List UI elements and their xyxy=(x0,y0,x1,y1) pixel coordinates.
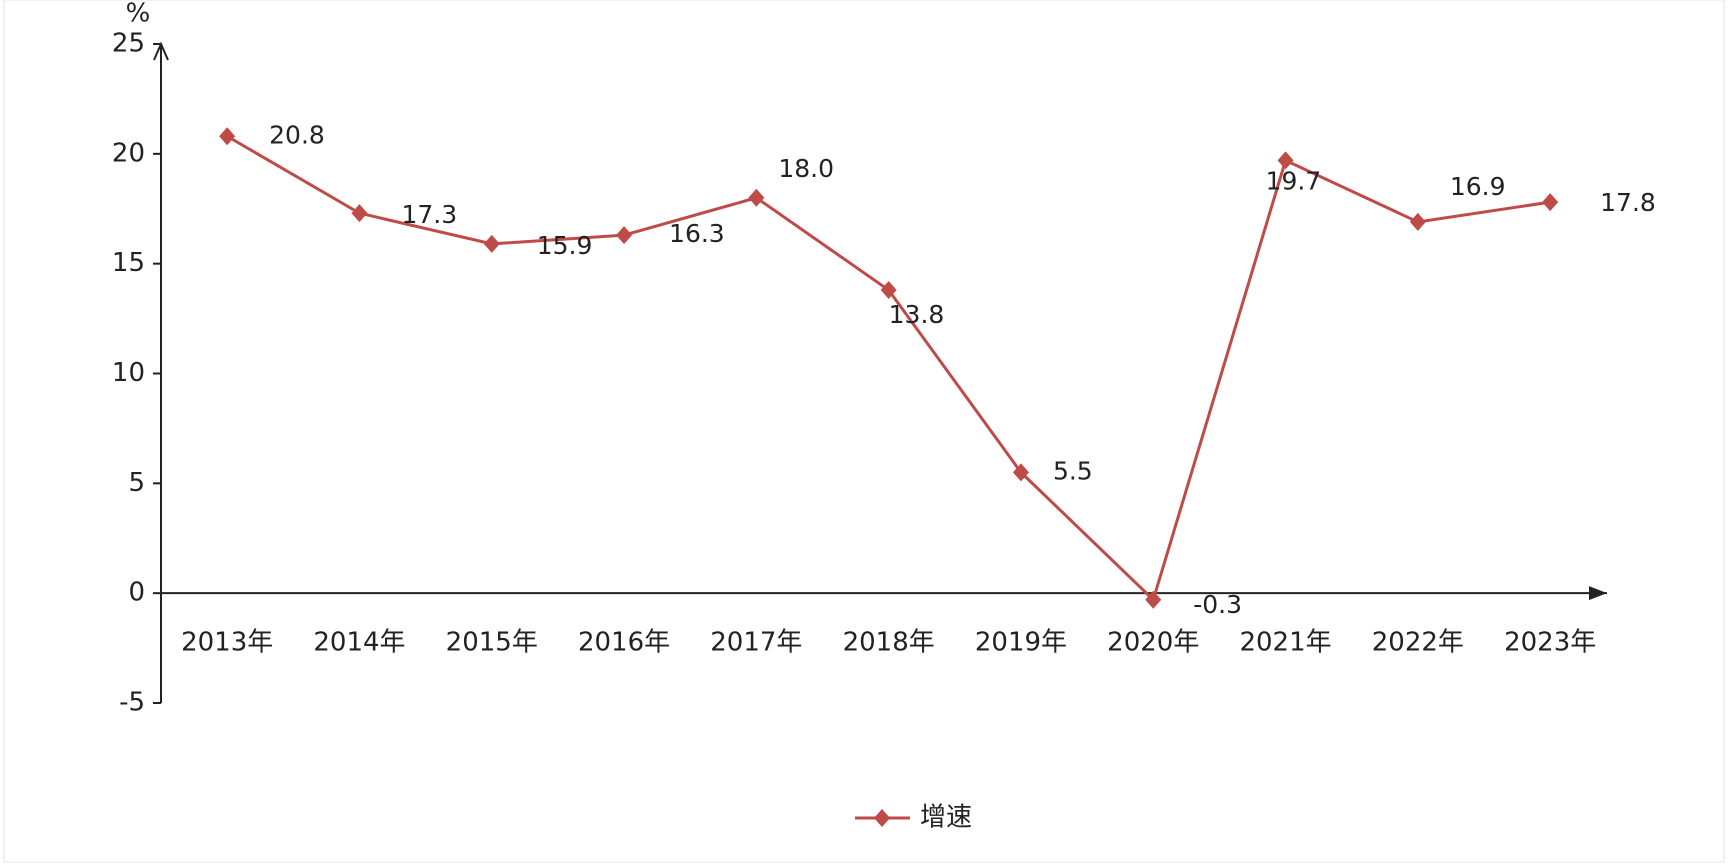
y-tick-label: -5 xyxy=(119,688,145,718)
marker xyxy=(1542,193,1559,212)
marker xyxy=(483,234,500,253)
y-tick-label: 25 xyxy=(112,29,145,59)
y-tick-label: 5 xyxy=(128,468,145,498)
x-tick-label: 2017年 xyxy=(710,628,802,658)
value-label: 15.9 xyxy=(537,231,593,260)
y-tick-label: 10 xyxy=(112,358,145,388)
x-tick-label: 2014年 xyxy=(313,628,405,658)
x-tick-label: 2019年 xyxy=(975,628,1067,658)
value-label: 17.3 xyxy=(401,200,457,229)
marker xyxy=(1409,212,1426,231)
x-tick-label: 2015年 xyxy=(446,628,538,658)
x-axis-arrow xyxy=(1589,586,1607,601)
legend-label: 增速 xyxy=(920,803,972,833)
marker xyxy=(880,281,897,300)
value-label: 18.0 xyxy=(778,154,834,183)
value-label: 13.8 xyxy=(889,300,945,329)
value-label: 19.7 xyxy=(1266,166,1322,195)
value-label: 17.8 xyxy=(1600,188,1656,217)
chart-frame xyxy=(3,0,1725,863)
value-label: 5.5 xyxy=(1053,456,1093,485)
legend-marker xyxy=(874,809,890,827)
marker xyxy=(616,226,633,245)
y-tick-label: 15 xyxy=(112,248,145,278)
x-tick-label: 2018年 xyxy=(843,628,935,658)
y-tick-label: 0 xyxy=(128,578,145,608)
value-label: 16.3 xyxy=(669,219,725,248)
marker xyxy=(351,204,368,223)
marker xyxy=(1012,463,1029,482)
value-label: 20.8 xyxy=(269,120,325,149)
x-tick-label: 2013年 xyxy=(181,628,273,658)
x-tick-label: 2016年 xyxy=(578,628,670,658)
value-label: 16.9 xyxy=(1450,172,1506,201)
x-tick-label: 2022年 xyxy=(1372,628,1464,658)
marker xyxy=(748,188,765,207)
x-tick-label: 2023年 xyxy=(1504,628,1596,658)
marker xyxy=(1277,151,1294,170)
y-axis-label: % xyxy=(126,0,151,29)
marker xyxy=(219,127,236,146)
x-tick-label: 2021年 xyxy=(1239,628,1331,658)
marker xyxy=(1145,590,1162,609)
value-label: -0.3 xyxy=(1193,590,1242,619)
x-tick-label: 2020年 xyxy=(1107,628,1199,658)
y-tick-label: 20 xyxy=(112,138,145,168)
